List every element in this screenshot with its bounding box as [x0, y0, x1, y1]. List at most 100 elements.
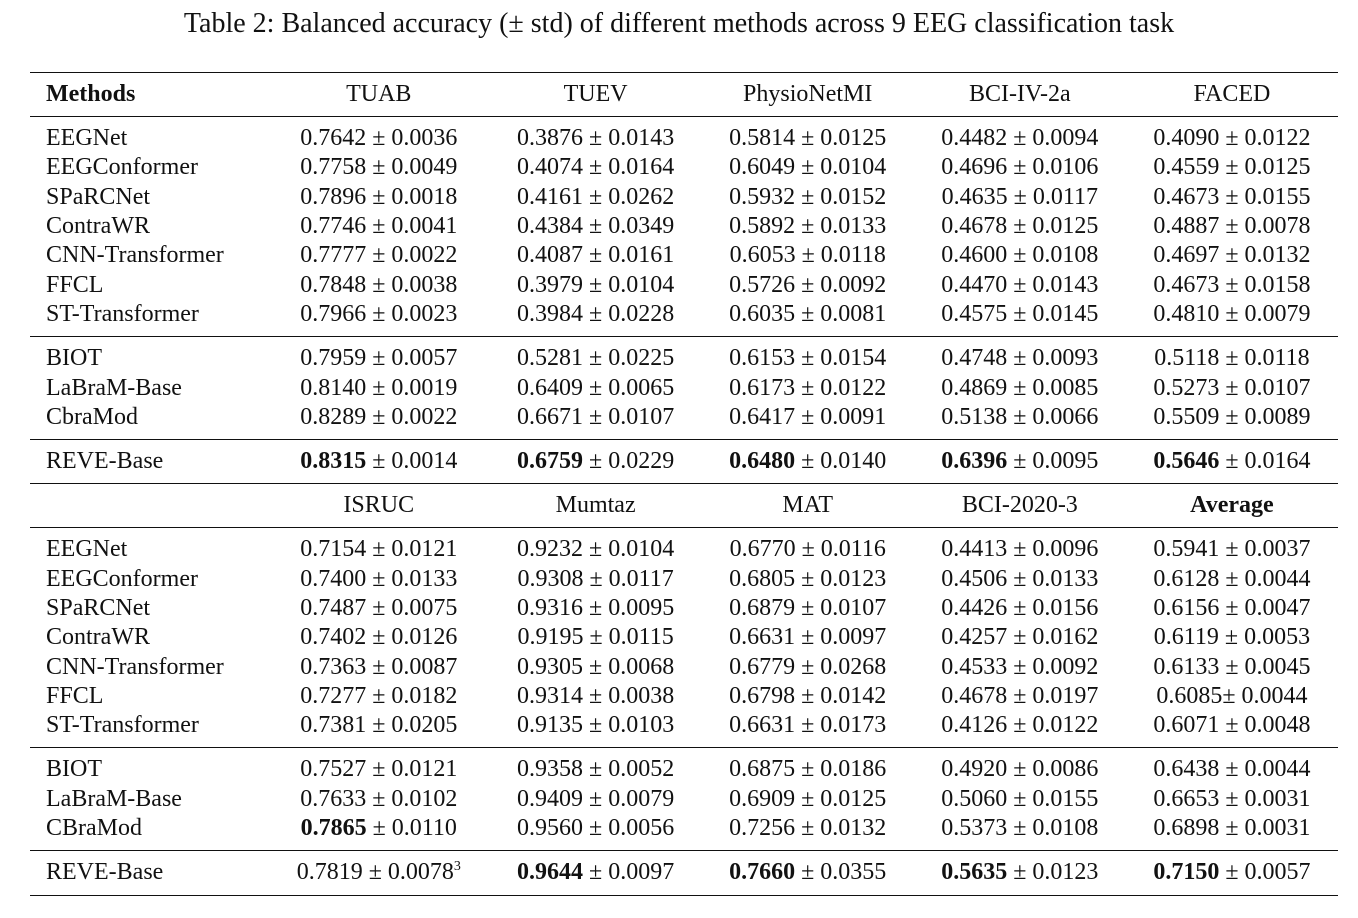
std-value: ± 0.0044 [1222, 682, 1308, 709]
score-cell: 0.9409 ± 0.0079 [490, 785, 702, 814]
std-value: ± 0.0014 [366, 448, 458, 475]
score-cell: 0.5509 ± 0.0089 [1126, 403, 1338, 432]
std-value: ± 0.0044 [1219, 565, 1311, 592]
mean-value: 0.8289 [300, 403, 367, 430]
std-value: ± 0.0087 [366, 653, 458, 680]
table-row: ContraWR 0.7746 ± 0.0041 0.4384 ± 0.0349 0.… [30, 212, 1338, 241]
score-cell: 0.7896 ± 0.0018 [268, 183, 490, 212]
mean-value: 0.7896 [300, 183, 367, 210]
method-name: CBraMod [46, 815, 142, 842]
mean-value: 0.4696 [941, 154, 1008, 181]
score-cell: 0.5373 ± 0.0108 [914, 814, 1126, 843]
std-value: ± 0.0057 [366, 345, 458, 372]
score-cell: 0.6053 ± 0.0118 [702, 241, 914, 270]
score-cell: 0.4074 ± 0.0164 [490, 153, 702, 182]
score-cell: 0.7660 ± 0.0355 [702, 858, 914, 887]
std-value: ± 0.0104 [795, 154, 887, 181]
mean-value: 0.5118 [1154, 345, 1220, 372]
mean-value: 0.5646 [1153, 448, 1220, 475]
score-cell: 0.4384 ± 0.0349 [490, 212, 702, 241]
method-name: FFCL [46, 271, 104, 298]
column-header: ISRUC [268, 484, 490, 528]
std-value: ± 0.0078 [1219, 213, 1311, 240]
mean-value: 0.3876 [517, 125, 584, 152]
score-cell: 0.4413 ± 0.0096 [914, 535, 1126, 564]
mean-value: 0.5726 [729, 271, 796, 298]
std-value: ± 0.0110 [366, 815, 457, 842]
std-value: ± 0.0118 [1219, 345, 1310, 372]
score-cell: 0.6779 ± 0.0268 [702, 652, 914, 681]
std-value: ± 0.0104 [583, 536, 675, 563]
mean-value: 0.4920 [941, 756, 1008, 783]
mean-value: 0.7848 [300, 271, 367, 298]
score-cell: 0.6049 ± 0.0104 [702, 153, 914, 182]
method-name: ContraWR [46, 624, 150, 651]
std-value: ± 0.0107 [583, 403, 675, 430]
score-cell: 0.9305 ± 0.0068 [490, 652, 702, 681]
std-value: ± 0.0096 [1007, 536, 1099, 563]
mean-value: 0.6153 [729, 345, 796, 372]
method-name: EEGNet [46, 125, 128, 152]
score-cell: 0.6759 ± 0.0229 [490, 447, 702, 476]
std-value: ± 0.0162 [1007, 624, 1099, 651]
mean-value: 0.4482 [941, 125, 1008, 152]
score-cell: 0.9358 ± 0.0052 [490, 755, 702, 784]
mean-value: 0.6128 [1153, 565, 1220, 592]
std-value: ± 0.0031 [1219, 815, 1311, 842]
score-cell: 0.6396 ± 0.0095 [914, 447, 1126, 476]
std-value: ± 0.0038 [583, 682, 675, 709]
std-value: ± 0.0132 [1219, 242, 1311, 269]
mean-value: 0.4887 [1153, 213, 1220, 240]
std-value: ± 0.0108 [1007, 242, 1099, 269]
std-value: ± 0.0229 [583, 448, 675, 475]
score-cell: 0.9314 ± 0.0038 [490, 682, 702, 711]
std-value: ± 0.0056 [583, 815, 675, 842]
mean-value: 0.9316 [517, 595, 584, 621]
header-label: TUAB [346, 81, 412, 107]
mean-value: 0.6071 [1153, 712, 1220, 739]
table-row: REVE-Base 0.7819 ± 0.00783 0.9644 ± 0.0097… [30, 858, 1338, 887]
std-value: ± 0.0066 [1007, 403, 1099, 430]
table-section: REVE-Base 0.8315 ± 0.0014 0.6759 ± 0.0229 0… [30, 439, 1338, 484]
mean-value: 0.7642 [300, 125, 367, 152]
mean-value: 0.5932 [729, 183, 796, 210]
std-value: ± 0.0106 [1007, 154, 1099, 181]
mean-value: 0.5814 [729, 125, 796, 152]
score-cell: 0.7527 ± 0.0121 [268, 755, 490, 784]
footnote-marker: 3 [453, 859, 461, 875]
table-row: EEGNet 0.7642 ± 0.0036 0.3876 ± 0.0143 0.58… [30, 124, 1338, 153]
score-cell: 0.7865 ± 0.0110 [268, 814, 490, 843]
score-cell: 0.4635 ± 0.0117 [914, 183, 1126, 212]
std-value: ± 0.0205 [366, 712, 458, 739]
score-cell: 0.5635 ± 0.0123 [914, 858, 1126, 887]
std-value: ± 0.0031 [1219, 785, 1311, 812]
std-value: ± 0.0122 [795, 374, 887, 401]
std-value: ± 0.0156 [1007, 595, 1099, 621]
std-value: ± 0.0093 [1007, 345, 1099, 372]
score-cell: 0.5726 ± 0.0092 [702, 270, 914, 299]
score-cell: 0.5941 ± 0.0037 [1126, 535, 1338, 564]
header-label: BCI-IV-2a [968, 81, 1071, 107]
score-cell: 0.9308 ± 0.0117 [490, 565, 702, 594]
table-row: FFCL 0.7277 ± 0.0182 0.9314 ± 0.0038 0.6798… [30, 682, 1338, 711]
mean-value: 0.9560 [517, 815, 584, 842]
std-value: ± 0.0057 [1219, 859, 1311, 886]
mean-value: 0.7256 [729, 815, 796, 842]
column-header [30, 484, 268, 528]
mean-value: 0.6805 [729, 565, 796, 592]
std-value: ± 0.0023 [366, 300, 458, 327]
std-value: ± 0.0117 [1007, 183, 1098, 210]
table-row: BIOT 0.7527 ± 0.0121 0.9358 ± 0.0052 0.6875… [30, 755, 1338, 784]
mean-value: 0.7363 [300, 653, 367, 680]
score-cell: 0.5138 ± 0.0066 [914, 403, 1126, 432]
table-row: FFCL 0.7848 ± 0.0038 0.3979 ± 0.0104 0.5726… [30, 270, 1338, 299]
std-value: ± 0.0155 [1007, 785, 1099, 812]
column-header: Average [1126, 484, 1338, 528]
table-section: BIOT 0.7527 ± 0.0121 0.9358 ± 0.0052 0.6875… [30, 748, 1338, 851]
header-label: MAT [782, 492, 834, 519]
method-name: SPaRCNet [46, 183, 151, 210]
score-cell: 0.6071 ± 0.0048 [1126, 711, 1338, 740]
score-cell: 0.5060 ± 0.0155 [914, 785, 1126, 814]
score-cell: 0.5273 ± 0.0107 [1126, 373, 1338, 402]
method-name: EEGNet [46, 536, 128, 563]
